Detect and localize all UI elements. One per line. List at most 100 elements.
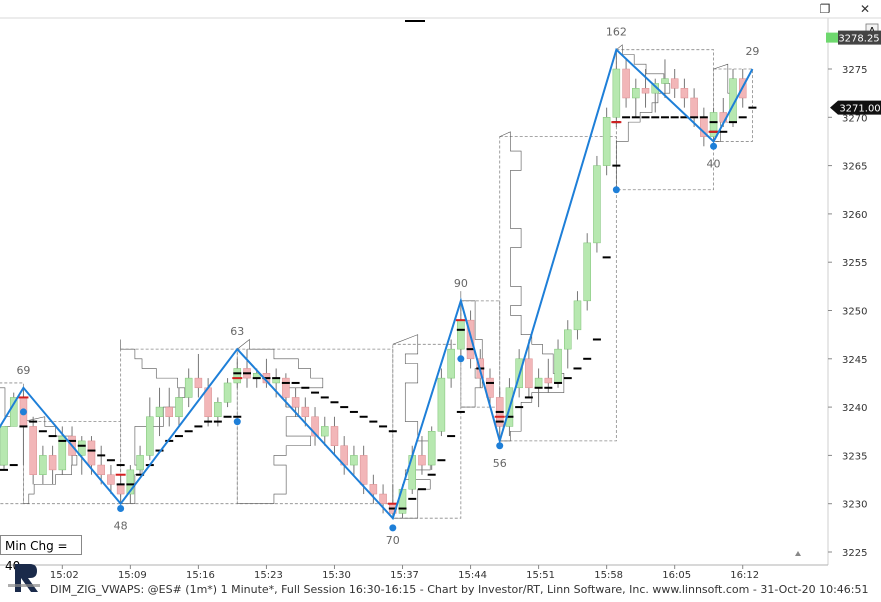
scroll-marker xyxy=(795,551,801,556)
profile-box xyxy=(120,348,238,505)
candle-body xyxy=(379,493,387,504)
candle-body xyxy=(408,455,416,490)
candle-body xyxy=(564,329,572,350)
price-tick-label: 3275 xyxy=(842,65,867,76)
volume-profile xyxy=(237,338,324,504)
candle-body xyxy=(525,358,533,389)
restore-icon[interactable]: ❐ xyxy=(819,2,831,16)
time-tick-label: 15:09 xyxy=(118,570,147,581)
price-tick-label: 3225 xyxy=(842,548,867,559)
zigzag-label: 69 xyxy=(16,364,30,377)
candle-body xyxy=(136,455,144,471)
candle-body xyxy=(48,455,57,471)
candle-body xyxy=(175,397,183,418)
candle-body xyxy=(311,416,319,437)
logo-bar xyxy=(8,584,40,587)
candle-body xyxy=(573,300,582,331)
zigzag-line xyxy=(0,47,754,532)
zigzag-polyline xyxy=(0,47,754,521)
linn-logo xyxy=(8,564,40,592)
pivot-dot xyxy=(233,418,241,426)
candle-body xyxy=(554,348,562,384)
zigzag-label: 90 xyxy=(454,277,468,290)
last-price-marker xyxy=(826,32,838,43)
zigzag-label: 70 xyxy=(386,534,400,547)
volume-profile xyxy=(392,334,431,519)
price-tick-label: 3265 xyxy=(842,162,867,173)
price-axis[interactable]: 3225 3230 3235 3240 3245 3250 3255 3260 3265 3270… xyxy=(0,17,881,565)
candle-body xyxy=(184,377,193,398)
price-tick-label: 3255 xyxy=(842,258,867,269)
candle-body xyxy=(301,406,310,418)
time-tick-label: 16:05 xyxy=(662,570,691,581)
candle-body xyxy=(165,406,173,418)
candle-body xyxy=(359,455,368,485)
candle-body xyxy=(418,455,426,466)
candle-body xyxy=(593,165,601,244)
zigzag-label: 162 xyxy=(606,26,627,39)
min-change-label: Min Chg = 40 xyxy=(0,535,82,573)
candle-body xyxy=(87,440,96,466)
zigzag-labels: 69 48 63 70 90 56 162 40 29 xyxy=(16,26,759,548)
logo-stem xyxy=(15,564,21,592)
volume-profiles xyxy=(0,44,736,519)
candle-body xyxy=(437,377,446,432)
zigzag-label: 40 xyxy=(707,157,721,170)
candle-body xyxy=(457,319,465,350)
candle-body xyxy=(350,455,358,466)
close-icon[interactable]: ✕ xyxy=(859,2,871,16)
candle-body xyxy=(632,88,640,99)
time-tick-label: 15:51 xyxy=(526,570,555,581)
price-tick-label: 3260 xyxy=(842,210,867,221)
time-tick-label: 15:02 xyxy=(50,570,79,581)
candle-body xyxy=(690,97,698,118)
candle-body xyxy=(223,382,232,403)
candle-body xyxy=(447,348,455,379)
time-tick-label: 15:44 xyxy=(458,570,487,581)
candle-body xyxy=(291,397,300,408)
zigzag-label: 29 xyxy=(745,45,759,58)
candle-body xyxy=(0,426,8,466)
time-tick-label: 15:16 xyxy=(186,570,215,581)
candle-body xyxy=(146,416,154,456)
pivot-dot xyxy=(19,408,27,416)
profile-box xyxy=(713,68,753,142)
last-price-box xyxy=(838,30,881,45)
volume-profile xyxy=(499,131,565,442)
candle-body xyxy=(9,397,18,427)
price-tick-label: 3235 xyxy=(842,451,867,462)
candle-body xyxy=(155,406,164,418)
logo-bowl xyxy=(21,564,38,592)
price-tick-label: 3245 xyxy=(842,355,867,366)
pivot-dot xyxy=(496,442,504,450)
candle-body xyxy=(282,377,290,398)
pivot-dot xyxy=(117,505,125,513)
candle-body xyxy=(369,484,378,495)
time-tick-label: 15:30 xyxy=(322,570,351,581)
candle-body xyxy=(544,377,553,384)
candle-body xyxy=(107,474,115,485)
price-tick-label: 3240 xyxy=(842,403,867,414)
candle-body xyxy=(534,377,543,389)
candle-body xyxy=(330,426,339,446)
time-tick-label: 15:23 xyxy=(254,570,283,581)
vwap-lines xyxy=(0,106,757,510)
candle-body xyxy=(641,88,650,94)
candle-body xyxy=(661,78,669,84)
candle-body xyxy=(116,484,125,495)
candle-body xyxy=(709,112,718,137)
pivot-dot xyxy=(612,186,620,194)
time-axis[interactable]: 15:02 15:09 15:16 15:23 15:30 15:37 15:44 15:51… xyxy=(0,551,828,581)
time-tick-label: 15:58 xyxy=(594,570,623,581)
candle-body xyxy=(622,68,630,99)
candle-body xyxy=(29,426,37,475)
price-tick-label: 3270 xyxy=(842,113,867,124)
volume-profile xyxy=(460,291,483,408)
candle-body xyxy=(194,377,203,389)
current-price-label: 3271.00 xyxy=(839,104,880,115)
candle-body xyxy=(670,78,679,89)
candle-body xyxy=(486,377,494,398)
candle-body xyxy=(233,368,242,384)
